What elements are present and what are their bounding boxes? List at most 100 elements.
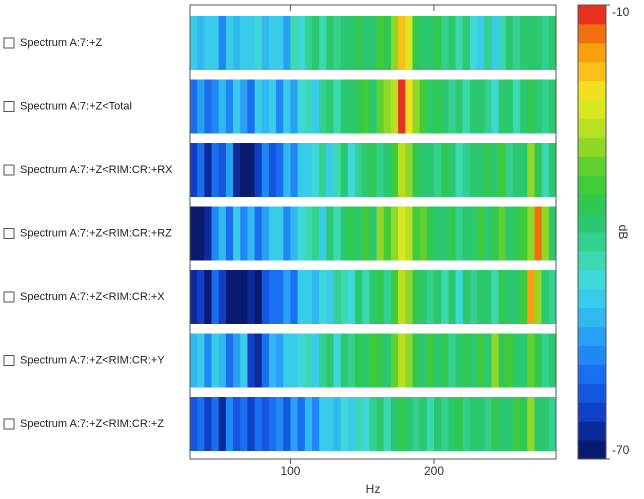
checkbox[interactable] [3, 164, 15, 176]
heat-cell [398, 16, 406, 70]
heat-cell [197, 397, 205, 451]
heat-cell [426, 79, 435, 134]
series-label: Spectrum A:7:+Z<RIM:CR:+Z [20, 418, 164, 430]
heat-cell [254, 270, 263, 324]
colorbar-band [578, 213, 606, 233]
checkbox[interactable] [3, 228, 15, 239]
heat-cell [383, 397, 392, 451]
heat-cell [355, 397, 363, 451]
heat-cell [362, 270, 370, 324]
heat-cell [390, 143, 399, 197]
heat-cell [534, 143, 543, 197]
checkbox[interactable] [3, 291, 15, 303]
heat-cell [312, 16, 320, 70]
heat-cell [369, 79, 377, 134]
heat-cell [290, 270, 299, 324]
heat-cell [347, 333, 356, 388]
colorbar-band [578, 156, 606, 176]
heat-cell [512, 143, 521, 197]
heat-cell [491, 79, 499, 134]
heat-cell [297, 143, 306, 197]
heat-cell [376, 270, 385, 324]
heat-cell [233, 397, 241, 451]
heat-cell [355, 143, 363, 197]
heat-cell [383, 16, 392, 70]
heat-cell [455, 206, 464, 261]
heat-cell [383, 79, 392, 134]
heat-cell [326, 16, 334, 70]
checkbox[interactable] [3, 355, 15, 366]
x-axis-label: Hz [366, 482, 381, 496]
heat-cell [333, 16, 342, 70]
checkbox[interactable] [3, 37, 15, 49]
heat-cell [527, 206, 535, 261]
heat-cell [355, 270, 363, 324]
heat-cell [512, 270, 521, 324]
heat-cell [434, 79, 442, 134]
heat-cell [412, 206, 421, 261]
heat-cell [548, 333, 557, 388]
heat-cell [491, 16, 499, 70]
heat-cell [412, 16, 421, 70]
heat-cell [340, 333, 349, 388]
series-label: Spectrum A:7:+Z [20, 37, 103, 49]
colorbar-band [578, 326, 606, 346]
heat-cell [505, 79, 514, 134]
heat-cell [491, 206, 499, 261]
heat-cell [233, 143, 241, 197]
heat-cell [369, 143, 377, 197]
colorbar-band [578, 232, 606, 252]
heat-cell [484, 79, 492, 134]
colorbar-band [578, 80, 606, 101]
heat-cell [304, 16, 313, 70]
heat-cell [233, 333, 241, 388]
heat-cell [369, 270, 377, 324]
heat-cell [290, 143, 299, 197]
heat-cell [390, 16, 399, 70]
heat-cell [326, 143, 334, 197]
x-tick-label: 200 [424, 464, 444, 478]
heat-cell [398, 333, 406, 388]
heat-cell [534, 397, 543, 451]
heat-cell [340, 143, 349, 197]
heat-cell [477, 16, 485, 70]
heat-cell [455, 270, 464, 324]
heat-cell [297, 397, 306, 451]
colorbar-band [578, 137, 606, 157]
heat-cell [211, 143, 220, 197]
heat-cell [448, 143, 456, 197]
heat-cell [290, 397, 299, 451]
heat-cell [211, 333, 220, 388]
heat-cell [340, 270, 349, 324]
heat-cell [527, 143, 535, 197]
heat-cell [441, 206, 449, 261]
x-tick-label: 100 [280, 464, 300, 478]
colorbar-band [578, 118, 606, 138]
heat-cell [211, 206, 220, 261]
colorbar-band [578, 440, 606, 460]
heat-cell [520, 397, 528, 451]
heat-cell [225, 143, 234, 197]
heat-cell [225, 16, 234, 70]
colorbar-frame [577, 4, 607, 460]
heat-cell [484, 206, 492, 261]
checkbox[interactable] [3, 418, 15, 430]
heat-cell [297, 16, 306, 70]
checkbox[interactable] [3, 101, 15, 112]
heat-cell [233, 79, 241, 134]
heat-cell [333, 333, 342, 388]
heat-cell [347, 270, 356, 324]
heat-cell [376, 397, 385, 451]
heat-cell [484, 143, 492, 197]
heat-cell [204, 79, 212, 134]
heat-cell [534, 16, 543, 70]
heat-cell [240, 333, 248, 388]
heat-cell [498, 16, 507, 70]
heat-cell [283, 397, 291, 451]
heat-cell [326, 79, 334, 134]
heat-cell [312, 397, 320, 451]
heat-cell [218, 397, 227, 451]
heat-cell [319, 206, 327, 261]
heat-cell [268, 333, 277, 388]
colorbar-band [578, 421, 606, 441]
